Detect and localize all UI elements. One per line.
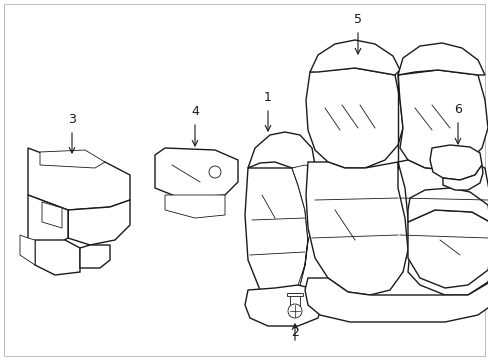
Polygon shape: [40, 150, 105, 168]
Polygon shape: [35, 240, 80, 275]
Polygon shape: [397, 70, 487, 170]
Polygon shape: [164, 195, 224, 218]
Text: 6: 6: [453, 103, 461, 116]
Polygon shape: [305, 68, 402, 168]
Text: 4: 4: [191, 105, 199, 118]
Text: 3: 3: [68, 113, 76, 126]
Polygon shape: [68, 200, 130, 245]
Polygon shape: [244, 285, 321, 326]
Polygon shape: [289, 293, 299, 307]
Polygon shape: [309, 40, 399, 75]
Polygon shape: [429, 145, 481, 180]
Text: 1: 1: [264, 91, 271, 104]
Polygon shape: [20, 235, 35, 265]
Polygon shape: [155, 148, 238, 198]
Polygon shape: [28, 148, 130, 210]
Polygon shape: [442, 165, 482, 190]
Polygon shape: [305, 278, 488, 322]
Text: 5: 5: [353, 13, 361, 26]
Polygon shape: [244, 168, 307, 300]
Circle shape: [208, 166, 221, 178]
Polygon shape: [305, 162, 407, 295]
Polygon shape: [407, 188, 488, 222]
Polygon shape: [397, 43, 484, 75]
Circle shape: [287, 304, 302, 318]
Polygon shape: [397, 160, 488, 295]
Polygon shape: [407, 210, 488, 288]
Polygon shape: [42, 202, 62, 228]
Polygon shape: [286, 293, 303, 296]
Polygon shape: [247, 132, 314, 168]
Text: 2: 2: [290, 326, 298, 339]
Polygon shape: [289, 165, 314, 298]
Polygon shape: [28, 195, 68, 248]
Polygon shape: [80, 245, 110, 268]
